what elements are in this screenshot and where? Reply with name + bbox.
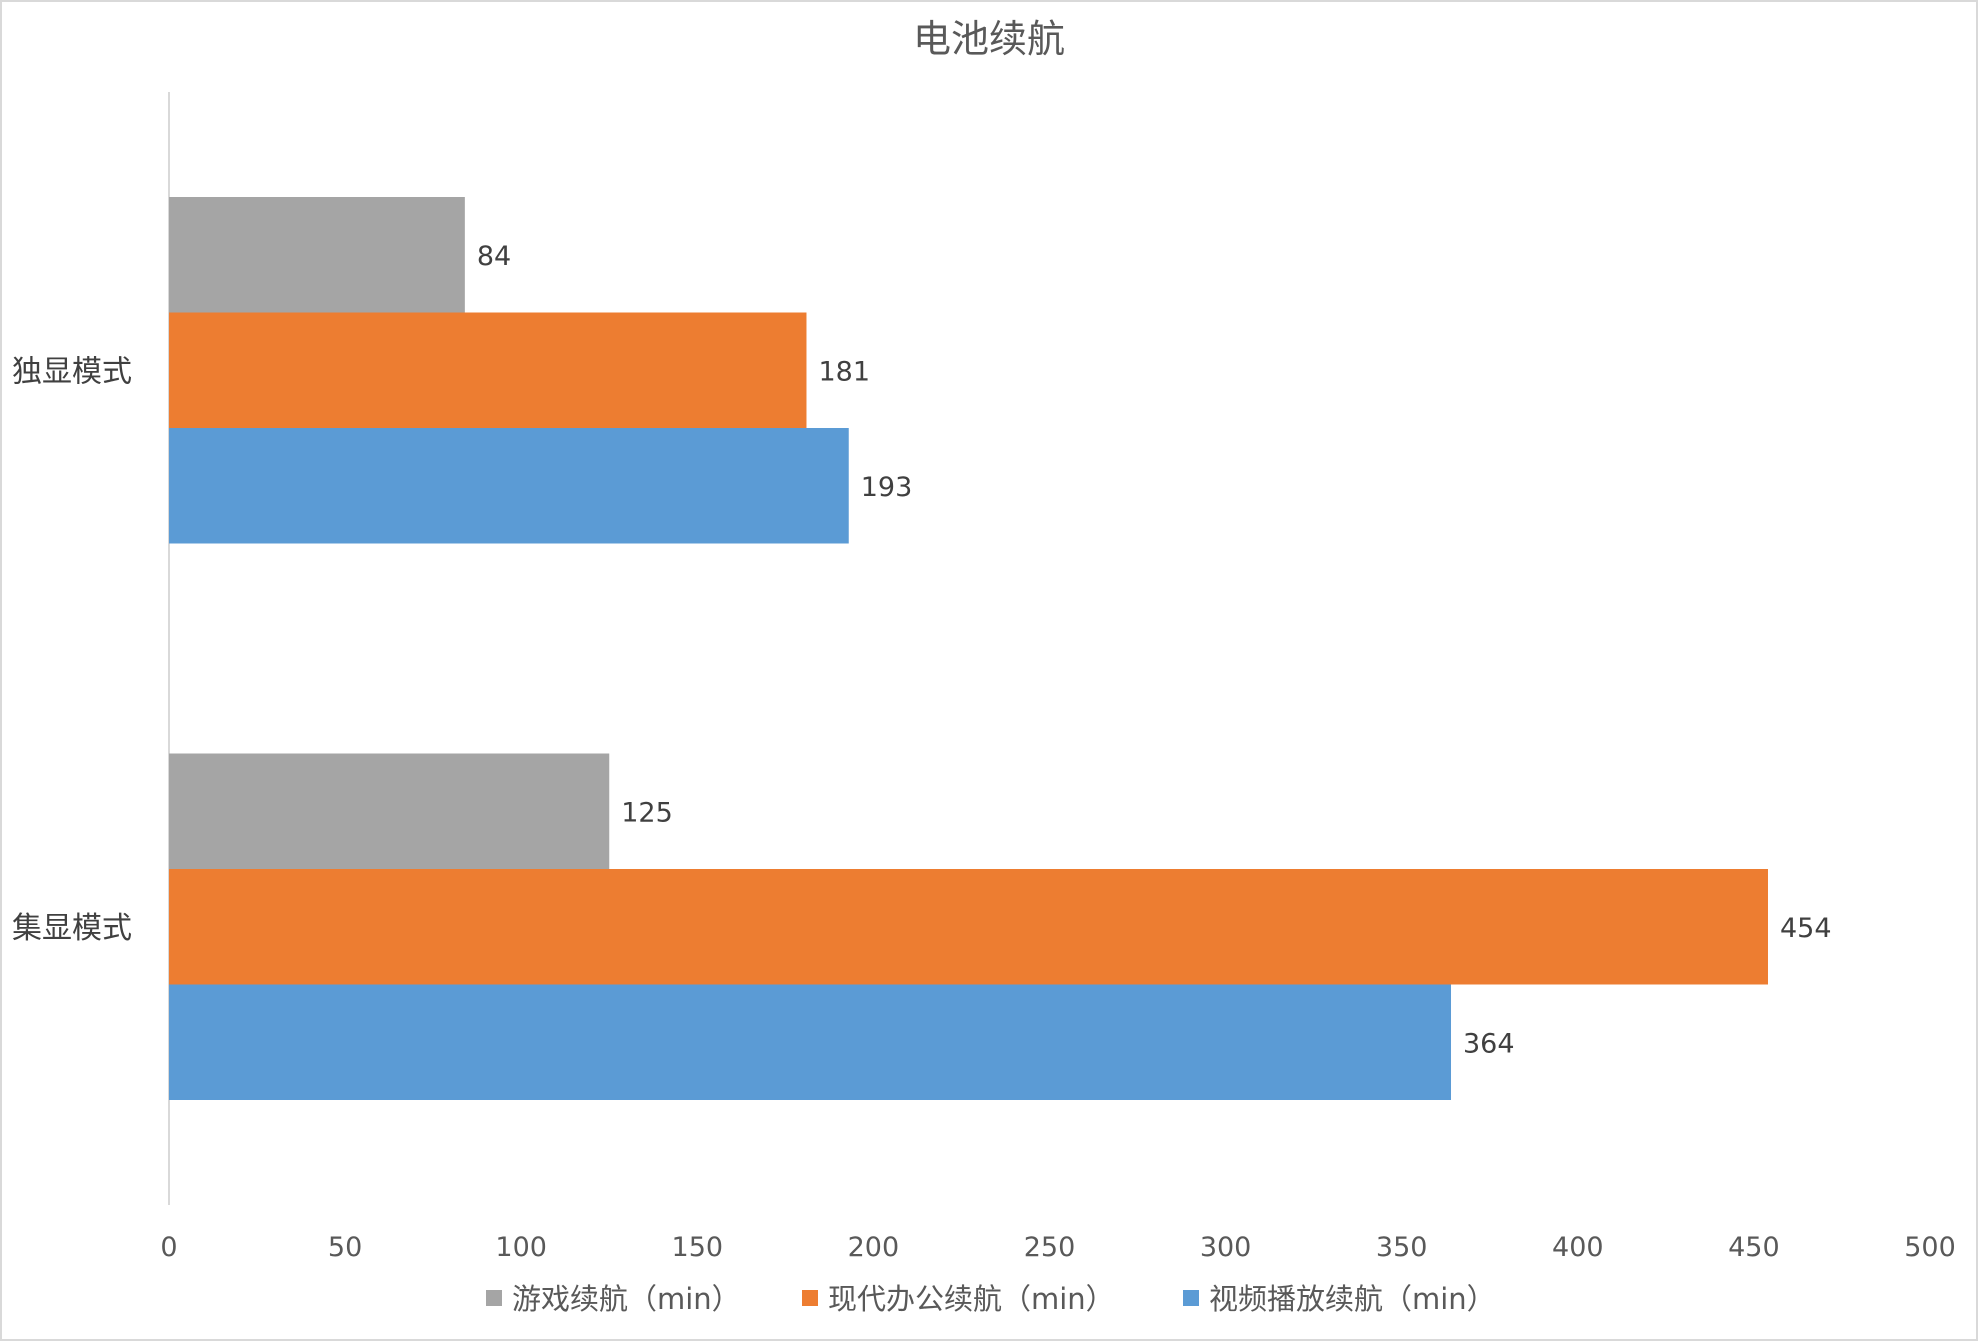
bar [169,428,849,544]
data-label: 193 [861,472,913,503]
data-label: 84 [477,241,511,272]
data-label: 454 [1780,913,1832,944]
legend: 游戏续航（min） 现代办公续航（min） 视频播放续航（min） [486,1282,1496,1316]
x-tick-label: 200 [848,1232,900,1263]
legend-swatch [486,1290,502,1306]
x-tick-label: 250 [1024,1232,1076,1263]
bar [169,984,1452,1100]
x-tick-labels-layer: 0 50 100 150 200 250 300 350 400 450 500 [160,1232,1955,1263]
data-labels-layer: 84 181 193 125 454 364 [477,241,1832,1060]
category-label: 集显模式 [12,911,132,946]
bar [169,869,1768,985]
legend-swatch [1183,1290,1199,1306]
x-tick-label: 400 [1552,1232,1604,1263]
chart-title: 电池续航 [913,17,1065,61]
x-tick-label: 50 [328,1232,362,1263]
x-tick-label: 350 [1376,1232,1428,1263]
legend-item: 现代办公续航（min） [802,1282,1115,1316]
x-tick-label: 100 [495,1232,547,1263]
x-tick-label: 450 [1728,1232,1780,1263]
x-tick-label: 150 [672,1232,724,1263]
legend-item: 视频播放续航（min） [1183,1282,1496,1316]
data-label: 125 [621,797,673,828]
x-tick-label: 0 [160,1232,177,1263]
legend-label: 视频播放续航（min） [1209,1282,1496,1316]
category-label: 独显模式 [12,354,132,389]
data-label: 181 [818,356,870,387]
legend-item: 游戏续航（min） [486,1282,741,1316]
x-tick-label: 500 [1904,1232,1956,1263]
bar [169,197,465,313]
bar [169,753,610,869]
bars-layer [169,197,1768,1100]
legend-label: 游戏续航（min） [512,1282,741,1316]
x-tick-label: 300 [1200,1232,1252,1263]
bar [169,312,807,428]
legend-label: 现代办公续航（min） [828,1282,1115,1316]
data-label: 364 [1463,1028,1515,1059]
legend-swatch [802,1290,818,1306]
